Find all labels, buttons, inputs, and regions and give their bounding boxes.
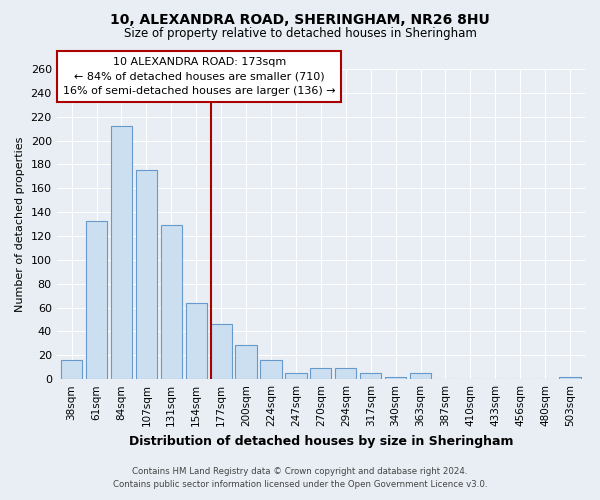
Text: 10, ALEXANDRA ROAD, SHERINGHAM, NR26 8HU: 10, ALEXANDRA ROAD, SHERINGHAM, NR26 8HU bbox=[110, 12, 490, 26]
Y-axis label: Number of detached properties: Number of detached properties bbox=[15, 136, 25, 312]
Text: 10 ALEXANDRA ROAD: 173sqm
← 84% of detached houses are smaller (710)
16% of semi: 10 ALEXANDRA ROAD: 173sqm ← 84% of detac… bbox=[63, 56, 335, 96]
Bar bbox=[185, 303, 207, 379]
X-axis label: Distribution of detached houses by size in Sheringham: Distribution of detached houses by size … bbox=[128, 434, 513, 448]
Text: Size of property relative to detached houses in Sheringham: Size of property relative to detached ho… bbox=[124, 28, 476, 40]
Bar bbox=[161, 226, 182, 379]
Bar bbox=[559, 377, 581, 379]
Bar bbox=[86, 220, 107, 379]
Bar bbox=[260, 360, 281, 379]
Bar bbox=[111, 126, 132, 379]
Bar bbox=[410, 373, 431, 379]
Bar bbox=[360, 373, 381, 379]
Bar bbox=[235, 344, 257, 379]
Bar bbox=[286, 373, 307, 379]
Text: Contains HM Land Registry data © Crown copyright and database right 2024.
Contai: Contains HM Land Registry data © Crown c… bbox=[113, 468, 487, 489]
Bar bbox=[310, 368, 331, 379]
Bar bbox=[211, 324, 232, 379]
Bar bbox=[385, 377, 406, 379]
Bar bbox=[335, 368, 356, 379]
Bar bbox=[136, 170, 157, 379]
Bar bbox=[61, 360, 82, 379]
